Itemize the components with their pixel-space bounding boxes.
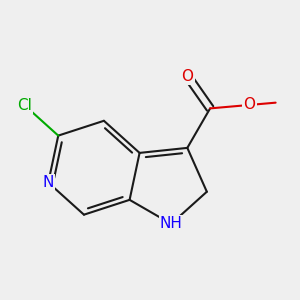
Text: O: O bbox=[182, 69, 194, 84]
Text: N: N bbox=[43, 175, 54, 190]
Text: NH: NH bbox=[160, 216, 183, 231]
Text: Cl: Cl bbox=[17, 98, 32, 112]
Text: O: O bbox=[243, 98, 255, 112]
